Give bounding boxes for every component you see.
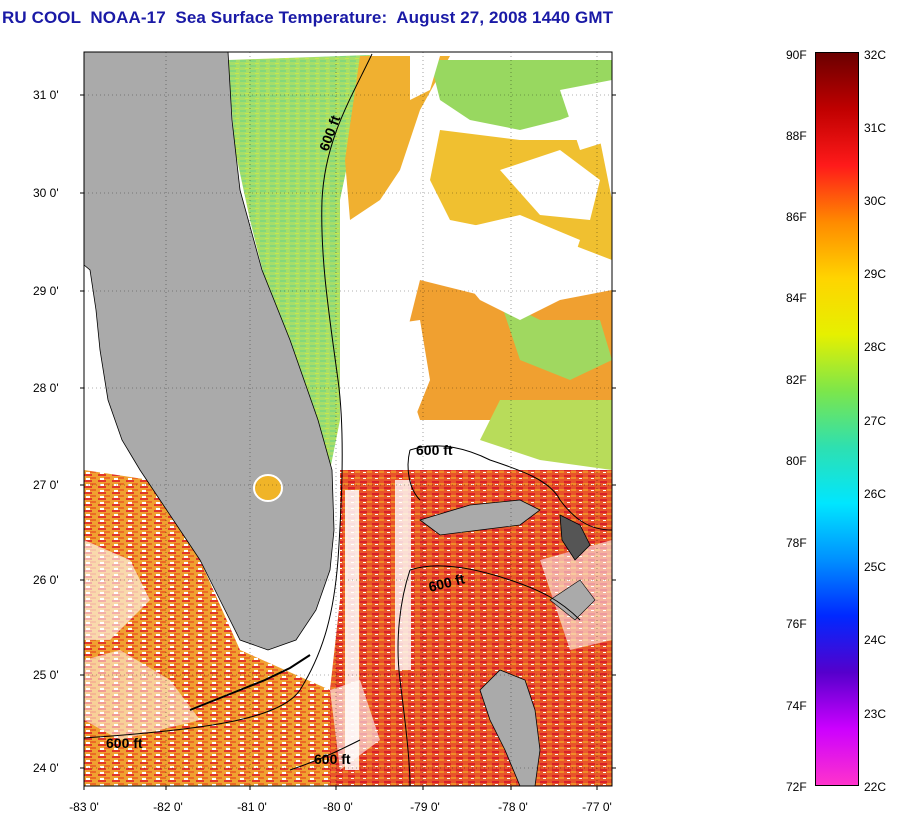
- lake-okeechobee: [253, 474, 283, 502]
- colorbar-label-27c: 27C: [864, 414, 887, 428]
- lon-label-82: -82 0': [153, 800, 183, 814]
- temperature-colorbar: [815, 52, 859, 786]
- lat-label-30: 30 0': [33, 186, 59, 200]
- lat-label-25: 25 0': [33, 668, 59, 682]
- colorbar-label-30c: 30C: [864, 194, 887, 208]
- lat-label-27: 27 0': [33, 478, 59, 492]
- colorbar-label-80f: 80F: [786, 454, 807, 468]
- colorbar-label-32c: 32C: [864, 48, 887, 62]
- colorbar-label-28c: 28C: [864, 340, 887, 354]
- colorbar-label-22c: 22C: [864, 780, 887, 794]
- florida-keys: [189, 654, 311, 711]
- contour-lines: [83, 53, 613, 787]
- lat-label-29: 29 0': [33, 284, 59, 298]
- colorbar-label-88f: 88F: [786, 129, 807, 143]
- page-title: RU COOL NOAA-17 Sea Surface Temperature:…: [2, 8, 614, 27]
- colorbar-label-26c: 26C: [864, 487, 887, 501]
- colorbar-label-24c: 24C: [864, 633, 887, 647]
- colorbar-label-86f: 86F: [786, 210, 807, 224]
- contour-label-600ft-bahamas: 600 ft: [416, 442, 453, 458]
- lon-label-80: -80 0': [323, 800, 353, 814]
- lon-label-81: -81 0': [237, 800, 267, 814]
- graticule: [84, 52, 612, 786]
- lon-label-77: -77 0': [582, 800, 612, 814]
- colorbar-label-72f: 72F: [786, 780, 807, 794]
- colorbar-label-84f: 84F: [786, 291, 807, 305]
- colorbar-label-82f: 82F: [786, 373, 807, 387]
- colorbar-label-76f: 76F: [786, 617, 807, 631]
- lon-label-78: -78 0': [498, 800, 528, 814]
- contour-label-600ft-south: 600 ft: [314, 751, 351, 767]
- lat-label-26: 26 0': [33, 573, 59, 587]
- lon-label-83: -83 0': [69, 800, 99, 814]
- colorbar-label-25c: 25C: [864, 560, 887, 574]
- colorbar-label-31c: 31C: [864, 121, 887, 135]
- axis-ticks: [80, 94, 616, 790]
- lon-label-79: -79 0': [410, 800, 440, 814]
- colorbar-label-78f: 78F: [786, 536, 807, 550]
- lat-label-31: 31 0': [33, 88, 59, 102]
- colorbar-label-74f: 74F: [786, 699, 807, 713]
- lat-label-24: 24 0': [33, 761, 59, 775]
- abaco-island: [559, 514, 591, 561]
- sst-field: [84, 55, 612, 786]
- grand-bahama: [419, 499, 541, 536]
- contour-label-600ft-southwest: 600 ft: [106, 735, 143, 751]
- colorbar-label-23c: 23C: [864, 707, 887, 721]
- landmass: [83, 51, 596, 787]
- colorbar-label-90f: 90F: [786, 48, 807, 62]
- lat-label-28: 28 0': [33, 381, 59, 395]
- colorbar-label-29c: 29C: [864, 267, 887, 281]
